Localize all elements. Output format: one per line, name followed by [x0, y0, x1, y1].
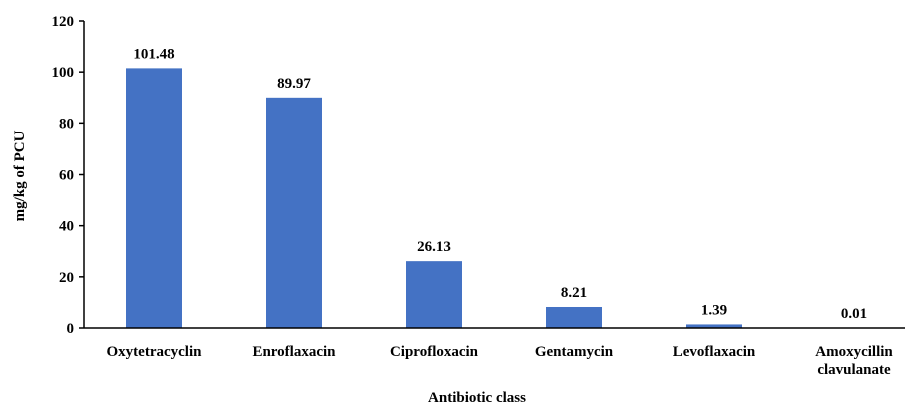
bar — [406, 261, 462, 328]
value-label: 26.13 — [417, 239, 451, 255]
y-tick-label: 20 — [59, 270, 74, 286]
y-tick-label: 80 — [59, 116, 74, 132]
y-axis-title: mg/kg of PCU — [12, 130, 28, 221]
x-tick-label: Gentamycin — [534, 344, 614, 360]
bar — [126, 68, 182, 328]
bar — [546, 306, 602, 328]
x-axis-title: Antibiotic class — [428, 390, 526, 406]
value-label: 89.97 — [277, 76, 311, 92]
x-tick-label: Enroflaxacin — [252, 344, 336, 360]
value-label: 1.39 — [701, 302, 727, 318]
y-tick-label: 120 — [52, 14, 75, 30]
y-tick-label: 60 — [59, 168, 74, 184]
bar — [266, 97, 322, 328]
x-tick-label: Ciprofloxacin — [389, 344, 479, 360]
x-tick-label: Oxytetracyclin — [106, 344, 202, 360]
value-label: 8.21 — [561, 285, 587, 301]
y-tick-label: 0 — [67, 321, 75, 337]
x-tick-label: Levoflaxacin — [672, 344, 756, 360]
value-label: 0.01 — [841, 306, 867, 322]
x-tick-label: Amoxycillin clavulanate — [815, 344, 893, 378]
value-label: 101.48 — [133, 46, 174, 62]
y-tick-label: 40 — [59, 219, 74, 235]
bar — [686, 324, 742, 328]
y-tick-label: 100 — [52, 65, 75, 81]
